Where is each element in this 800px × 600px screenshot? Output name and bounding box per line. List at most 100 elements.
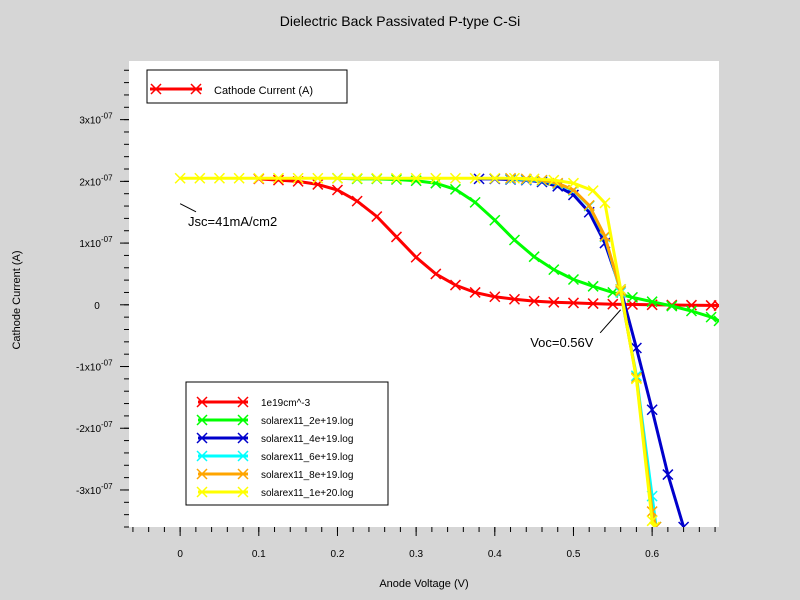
legend-entry: solarex11_1e+20.log <box>196 486 353 499</box>
legend-label: solarex11_1e+20.log <box>261 488 353 499</box>
data-point <box>449 183 461 195</box>
legend-entry: 1e19cm^-3 <box>196 396 311 409</box>
x-axis-label: Anode Voltage (V) <box>379 578 468 590</box>
data-point <box>194 172 206 184</box>
annotation-pointer <box>179 203 197 213</box>
data-point <box>528 295 540 307</box>
data-point <box>587 280 599 292</box>
y-tick-exponent: -07 <box>101 359 113 368</box>
legend-marker <box>190 83 202 95</box>
data-point <box>253 172 265 184</box>
data-point <box>469 196 481 208</box>
data-point <box>567 297 579 309</box>
data-point <box>626 291 638 303</box>
data-point <box>489 291 501 303</box>
y-tick-label: 1x10 <box>79 239 101 250</box>
series-5 <box>174 172 661 527</box>
legend-marker <box>196 432 208 444</box>
x-tick-label: 0.5 <box>567 549 581 560</box>
data-point <box>685 305 697 317</box>
data-point <box>548 296 560 308</box>
legend-marker <box>196 468 208 480</box>
legend-label: solarex11_4e+19.log <box>261 434 353 445</box>
x-tick-label: 0.2 <box>331 549 345 560</box>
data-point <box>410 172 422 184</box>
data-point <box>469 286 481 298</box>
data-point <box>646 515 658 527</box>
data-point <box>430 177 442 189</box>
data-point <box>567 177 579 189</box>
legend-entry: solarex11_4e+19.log <box>196 432 353 445</box>
data-point <box>587 185 599 197</box>
data-point <box>410 251 422 263</box>
data-point <box>646 296 658 308</box>
data-point <box>351 172 363 184</box>
legend-marker <box>150 83 162 95</box>
legend-entry: solarex11_8e+19.log <box>196 468 353 481</box>
data-point <box>528 251 540 263</box>
legend-marker <box>237 486 249 498</box>
data-point <box>646 404 658 416</box>
legend-marker <box>237 414 249 426</box>
data-point <box>615 283 627 295</box>
legend-marker <box>196 450 208 462</box>
data-point <box>469 172 481 184</box>
data-point <box>508 234 520 246</box>
legend-entry: solarex11_2e+19.log <box>196 414 353 427</box>
data-point <box>174 172 186 184</box>
x-tick-label: 0.3 <box>409 549 423 560</box>
data-point <box>272 174 284 186</box>
y-tick-exponent: -07 <box>101 482 113 491</box>
data-point <box>548 174 560 186</box>
data-point <box>705 311 717 323</box>
data-point <box>567 273 579 286</box>
y-tick-label: 3x10 <box>79 116 101 127</box>
y-tick-label: -3x10 <box>76 486 101 497</box>
legend-marker <box>237 468 249 480</box>
legend-marker <box>237 432 249 444</box>
y-tick-label: 2x10 <box>79 177 101 188</box>
y-tick-label: -2x10 <box>76 424 101 435</box>
y-tick-exponent: -07 <box>101 235 113 244</box>
legend-marker <box>237 396 249 408</box>
legend-label: solarex11_6e+19.log <box>261 452 353 463</box>
top-legend: Cathode Current (A) <box>146 69 348 104</box>
data-point <box>489 214 501 226</box>
data-point <box>213 172 225 184</box>
data-point <box>607 298 619 310</box>
data-point <box>449 279 461 291</box>
series-layer <box>174 172 719 527</box>
data-point <box>548 264 560 276</box>
legend-label: solarex11_8e+19.log <box>261 470 353 481</box>
legend-marker <box>196 396 208 408</box>
data-point <box>489 172 501 184</box>
legend-marker <box>196 414 208 426</box>
data-point <box>390 231 402 243</box>
data-point <box>630 373 642 385</box>
x-tick-label: 0.4 <box>488 549 502 560</box>
data-point <box>292 172 304 184</box>
y-axis-label: Cathode Current (A) <box>11 250 23 349</box>
data-point <box>678 521 690 527</box>
x-tick-label: 0.1 <box>252 549 266 560</box>
y-tick-exponent: -07 <box>101 420 113 429</box>
annotation-label: Jsc=41mA/cm2 <box>188 214 277 229</box>
series-1 <box>331 172 719 327</box>
data-point <box>508 293 520 305</box>
y-tick-label: -1x10 <box>76 363 101 374</box>
legend-entry: solarex11_6e+19.log <box>196 450 353 463</box>
data-point <box>705 299 717 311</box>
data-point <box>449 172 461 184</box>
x-tick-label: 0 <box>177 549 183 560</box>
top-legend-label: Cathode Current (A) <box>214 85 313 97</box>
legend-label: 1e19cm^-3 <box>261 398 311 409</box>
y-tick-exponent: -07 <box>101 112 113 121</box>
data-point <box>390 172 402 184</box>
data-point <box>351 195 363 207</box>
data-point <box>648 521 661 527</box>
data-point <box>331 184 343 196</box>
annotation-label: Voc=0.56V <box>530 335 594 350</box>
data-point <box>272 172 284 184</box>
